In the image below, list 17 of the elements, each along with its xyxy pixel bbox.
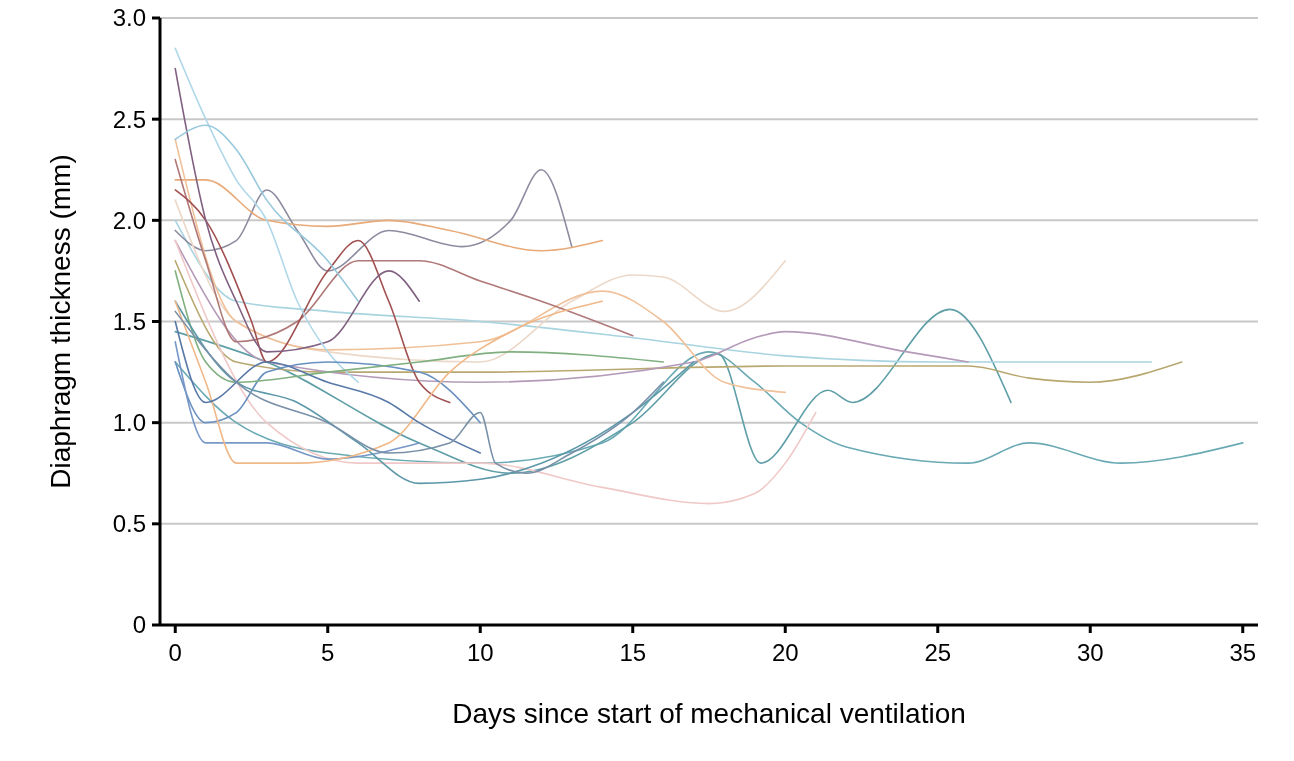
x-tick-label: 5 xyxy=(321,639,335,666)
y-axis-title: Diaphragm thickness (mm) xyxy=(45,154,76,489)
x-tick-label: 20 xyxy=(771,639,799,666)
x-tick-label: 25 xyxy=(924,639,952,666)
y-tick-label: 2.5 xyxy=(112,105,146,133)
x-tick-label: 10 xyxy=(466,639,494,666)
y-tick-label: 1.0 xyxy=(112,409,146,437)
y-tick-label: 0.5 xyxy=(112,510,146,538)
x-tick-label: 0 xyxy=(168,639,182,666)
y-tick-label: 0 xyxy=(132,611,146,639)
x-tick-label: 30 xyxy=(1076,639,1104,666)
y-tick-label: 3.0 xyxy=(112,4,146,32)
x-tick-label: 35 xyxy=(1229,639,1257,666)
x-tick-label: 15 xyxy=(619,639,647,666)
y-tick-label: 2.0 xyxy=(112,206,146,234)
y-tick-label: 1.5 xyxy=(112,307,146,335)
x-axis-title: Days since start of mechanical ventilation xyxy=(452,698,966,729)
